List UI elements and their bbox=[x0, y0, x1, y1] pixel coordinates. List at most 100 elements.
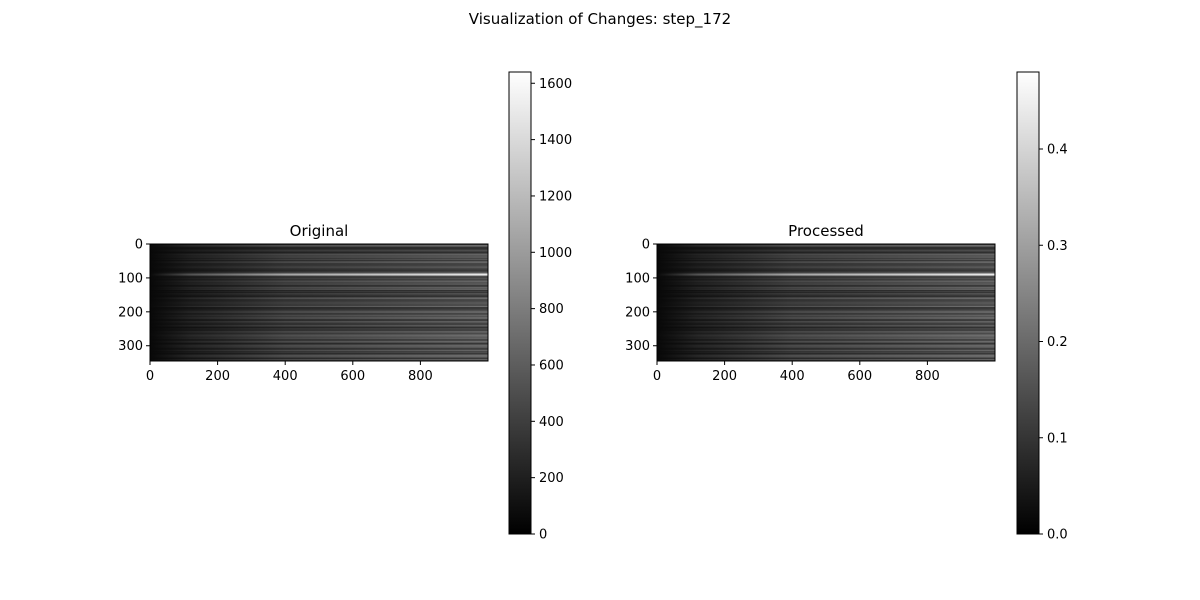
heatmap-row bbox=[150, 255, 488, 257]
heatmap-row bbox=[657, 256, 995, 258]
heatmap-row bbox=[150, 320, 488, 322]
heatmap-row bbox=[657, 330, 995, 332]
colorbar-tick-label: 0 bbox=[539, 528, 547, 543]
x-axis: 0 200 400 600 800 bbox=[653, 361, 940, 384]
heatmap-row bbox=[657, 300, 995, 303]
heatmap-row bbox=[150, 315, 488, 317]
y-tick-label: 200 bbox=[118, 305, 143, 320]
heatmap-row bbox=[657, 283, 995, 286]
heatmap-row bbox=[657, 284, 995, 287]
heatmap-row bbox=[150, 307, 488, 309]
heatmap-row bbox=[150, 274, 488, 276]
heatmap-row bbox=[150, 314, 488, 316]
heatmap-row bbox=[657, 322, 995, 324]
heatmap-row bbox=[657, 280, 995, 283]
heatmap-row bbox=[657, 279, 995, 282]
heatmap-row bbox=[657, 353, 995, 356]
heatmap-row bbox=[657, 282, 995, 285]
heatmap-row bbox=[150, 357, 488, 360]
colorbar-tick-label: 200 bbox=[539, 471, 564, 486]
heatmap-row bbox=[150, 332, 488, 334]
heatmap-row bbox=[657, 344, 995, 347]
heatmap-row bbox=[150, 347, 488, 350]
heatmap-row bbox=[150, 252, 488, 254]
heatmap-row bbox=[150, 341, 488, 344]
heatmap-row bbox=[657, 248, 995, 250]
heatmap-row bbox=[150, 339, 488, 342]
heatmap-row bbox=[657, 244, 995, 246]
colorbar-tick-label: 0.2 bbox=[1047, 335, 1068, 350]
heatmap-row bbox=[657, 287, 995, 290]
heatmap-row bbox=[150, 296, 488, 299]
heatmap-row bbox=[657, 295, 995, 298]
heatmap-row bbox=[657, 318, 995, 320]
heatmap-row bbox=[657, 291, 995, 294]
heatmap-row bbox=[150, 313, 488, 315]
heatmap-row bbox=[150, 251, 488, 253]
heatmap-row bbox=[657, 324, 995, 326]
heatmap-row bbox=[150, 293, 488, 296]
heatmap-row bbox=[150, 284, 488, 287]
heatmap-row bbox=[657, 356, 995, 359]
x-tick-label: 600 bbox=[847, 369, 872, 384]
heatmap-row bbox=[657, 303, 995, 305]
heatmap-row bbox=[150, 301, 488, 304]
heatmap-image bbox=[150, 244, 488, 362]
heatmap-row bbox=[657, 305, 995, 307]
x-tick-label: 800 bbox=[915, 369, 940, 384]
heatmap-row bbox=[657, 317, 995, 319]
colorbar-tick-label: 0.0 bbox=[1047, 528, 1068, 543]
heatmap-row bbox=[657, 358, 995, 361]
heatmap-row bbox=[657, 337, 995, 340]
heatmap-row bbox=[150, 319, 488, 321]
heatmap-row bbox=[150, 286, 488, 289]
heatmap-row bbox=[657, 264, 995, 266]
heatmap-row bbox=[150, 291, 488, 294]
heatmap-row bbox=[150, 253, 488, 255]
heatmap-row bbox=[150, 257, 488, 259]
heatmap-row bbox=[150, 321, 488, 323]
heatmap-row bbox=[657, 339, 995, 342]
y-tick-label: 0 bbox=[642, 238, 650, 253]
heatmap-row bbox=[657, 331, 995, 333]
heatmap-row bbox=[150, 271, 488, 273]
heatmap-row bbox=[150, 335, 488, 337]
heatmap-row bbox=[657, 354, 995, 357]
heatmap-row bbox=[150, 258, 488, 260]
heatmap-row bbox=[150, 312, 488, 314]
heatmap-row bbox=[150, 295, 488, 298]
colorbar-tick-label: 400 bbox=[539, 415, 564, 430]
heatmap-row bbox=[150, 299, 488, 302]
heatmap-row bbox=[150, 289, 488, 292]
heatmap-row bbox=[150, 248, 488, 250]
colorbar-tick-label: 0.1 bbox=[1047, 431, 1068, 446]
heatmap-row bbox=[150, 268, 488, 270]
heatmap-row bbox=[150, 342, 488, 345]
heatmap-row bbox=[150, 322, 488, 324]
heatmap-row bbox=[150, 266, 488, 268]
heatmap-row bbox=[657, 335, 995, 337]
heatmap-row bbox=[150, 326, 488, 328]
heatmap-row bbox=[150, 279, 488, 282]
colorbar-tick-label: 600 bbox=[539, 358, 564, 373]
heatmap-row bbox=[657, 253, 995, 255]
heatmap-row bbox=[657, 323, 995, 325]
heatmap-row bbox=[657, 269, 995, 271]
heatmap-row bbox=[150, 356, 488, 359]
heatmap-row bbox=[150, 275, 488, 277]
heatmap-row bbox=[657, 304, 995, 306]
heatmap-row bbox=[150, 334, 488, 336]
heatmap-row bbox=[150, 325, 488, 327]
heatmap-row bbox=[150, 287, 488, 290]
colorbar-gradient bbox=[508, 71, 532, 535]
heatmap-row bbox=[657, 275, 995, 277]
heatmap-row bbox=[657, 249, 995, 251]
heatmap-row bbox=[150, 338, 488, 341]
heatmap-row bbox=[657, 265, 995, 267]
y-tick-label: 100 bbox=[118, 271, 143, 286]
heatmap-row bbox=[657, 262, 995, 264]
colorbar-ticks: 0 200 400 600 800 1000 1200 1400 1600 bbox=[531, 77, 572, 543]
heatmap-row bbox=[657, 345, 995, 348]
heatmap-row bbox=[150, 297, 488, 300]
